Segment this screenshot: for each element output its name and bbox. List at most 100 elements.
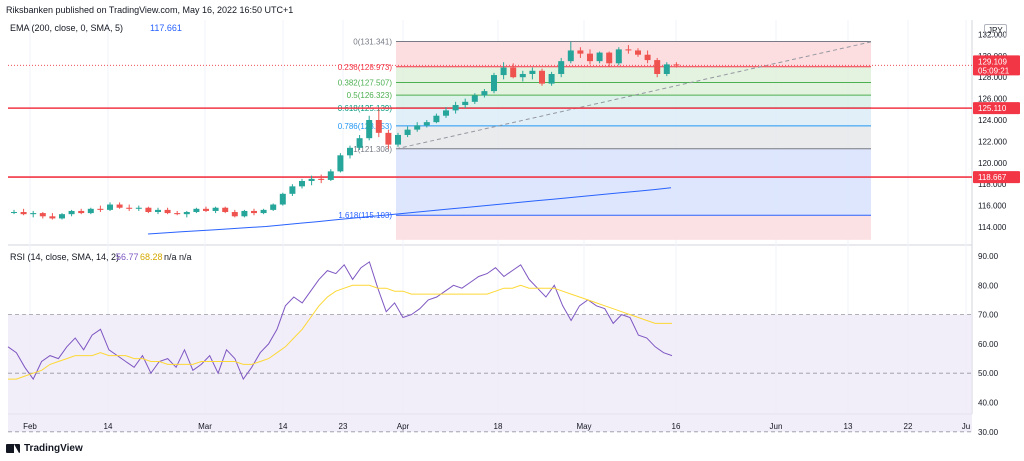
candle bbox=[251, 208, 257, 216]
candle-body bbox=[49, 216, 56, 219]
candle bbox=[366, 115, 373, 141]
candle-body bbox=[11, 212, 17, 214]
axes-layer: 132.000130.000128.000126.000124.000122.0… bbox=[23, 30, 1020, 437]
time-tick-label: Jun bbox=[770, 422, 783, 431]
last-price-badge-bg bbox=[973, 55, 1020, 76]
candle bbox=[193, 207, 200, 214]
candle bbox=[145, 206, 152, 214]
ema-line bbox=[147, 187, 672, 235]
candle-body bbox=[663, 64, 670, 74]
candle bbox=[356, 134, 363, 150]
candle bbox=[567, 41, 574, 64]
fib-zone bbox=[396, 95, 871, 108]
time-tick-label: 13 bbox=[844, 422, 853, 431]
candle-body bbox=[404, 129, 411, 135]
candle-body bbox=[135, 207, 142, 209]
candle bbox=[462, 98, 469, 109]
candle-body bbox=[481, 91, 488, 96]
candle bbox=[606, 51, 613, 67]
fib-zone bbox=[396, 107, 871, 126]
fib-level-label: 1.618(115.103) bbox=[338, 211, 392, 220]
candle-body bbox=[59, 214, 65, 219]
rsi-value: 56.77 bbox=[116, 252, 139, 262]
candle bbox=[587, 49, 593, 65]
candle-body bbox=[164, 209, 171, 214]
candle-body bbox=[260, 209, 267, 214]
candle-body bbox=[414, 125, 421, 130]
candle bbox=[510, 63, 517, 79]
candle bbox=[654, 57, 661, 78]
candle-body bbox=[654, 60, 661, 74]
candle bbox=[135, 205, 142, 211]
time-tick-label: 14 bbox=[104, 422, 113, 431]
candle-body bbox=[299, 180, 305, 187]
candle bbox=[87, 207, 94, 215]
candle-body bbox=[222, 207, 229, 213]
candle bbox=[644, 50, 651, 64]
candle bbox=[673, 62, 680, 68]
candle bbox=[615, 47, 622, 66]
time-tick-label: Ju bbox=[962, 422, 970, 431]
candle bbox=[548, 71, 555, 86]
candle bbox=[174, 210, 181, 216]
candle-body bbox=[87, 208, 94, 214]
price-tick-label: 126.000 bbox=[978, 95, 1007, 104]
fib-level-label: 0.382(127.507) bbox=[338, 78, 393, 87]
price-tick-label: 118.000 bbox=[978, 180, 1007, 189]
time-tick-label: 14 bbox=[279, 422, 288, 431]
fib-zone bbox=[396, 41, 871, 67]
time-tick-label: 22 bbox=[904, 422, 913, 431]
candle-body bbox=[212, 207, 219, 211]
candle-body bbox=[318, 178, 325, 180]
candle bbox=[529, 67, 536, 80]
publisher-caption: Riksbanken published on TradingView.com,… bbox=[6, 5, 294, 15]
candle bbox=[222, 206, 229, 214]
candle bbox=[385, 129, 392, 149]
candle bbox=[663, 62, 670, 77]
candle bbox=[375, 109, 382, 138]
price-tick-label: 120.000 bbox=[978, 159, 1007, 168]
candle bbox=[596, 51, 603, 64]
candle-body bbox=[337, 155, 344, 172]
candle-body bbox=[644, 54, 651, 61]
candle bbox=[270, 203, 277, 211]
rsi-band bbox=[8, 314, 972, 432]
fibonacci-retracement: 0(131.341) 0.236(128.973) 0.382(127.507) 0.… bbox=[338, 37, 872, 240]
rsi-indicator-label[interactable]: RSI (14, close, SMA, 14, 2) bbox=[10, 252, 120, 262]
ema-indicator-label[interactable]: EMA (200, close, 0, SMA, 5) bbox=[10, 23, 124, 33]
candle bbox=[414, 122, 421, 132]
countdown-label: 05:09:21 bbox=[978, 66, 1010, 75]
candle bbox=[78, 208, 85, 215]
candle bbox=[203, 206, 209, 213]
candle-body bbox=[279, 193, 286, 205]
time-tick-label: Feb bbox=[23, 422, 37, 431]
candle-body bbox=[423, 122, 430, 126]
resistance-label: 125.110 bbox=[978, 104, 1007, 113]
candle-body bbox=[231, 212, 238, 217]
rsi-tick-label: 50.00 bbox=[978, 369, 999, 378]
candle-body bbox=[462, 101, 469, 106]
candle bbox=[395, 132, 401, 147]
candle-body bbox=[174, 213, 181, 215]
fib-zone bbox=[396, 125, 871, 149]
candle bbox=[59, 213, 65, 220]
candle bbox=[231, 209, 238, 218]
rsi-line bbox=[7, 261, 673, 381]
rsi-extra-values: n/a n/a bbox=[164, 252, 192, 262]
candle-body bbox=[596, 52, 603, 62]
tradingview-brand[interactable]: TradingView bbox=[6, 443, 83, 454]
candle bbox=[558, 57, 565, 78]
candle bbox=[433, 113, 440, 124]
candle-body bbox=[443, 110, 449, 116]
candle bbox=[577, 47, 584, 58]
horizontal-lines bbox=[8, 64, 972, 178]
candle-body bbox=[615, 49, 622, 64]
candle bbox=[260, 208, 267, 215]
support-badge-bg bbox=[973, 171, 1020, 184]
candle bbox=[404, 126, 411, 138]
currency-badge[interactable]: JPY bbox=[984, 24, 1007, 37]
candle bbox=[279, 192, 286, 206]
candle bbox=[471, 93, 478, 104]
candle-body bbox=[635, 50, 641, 55]
